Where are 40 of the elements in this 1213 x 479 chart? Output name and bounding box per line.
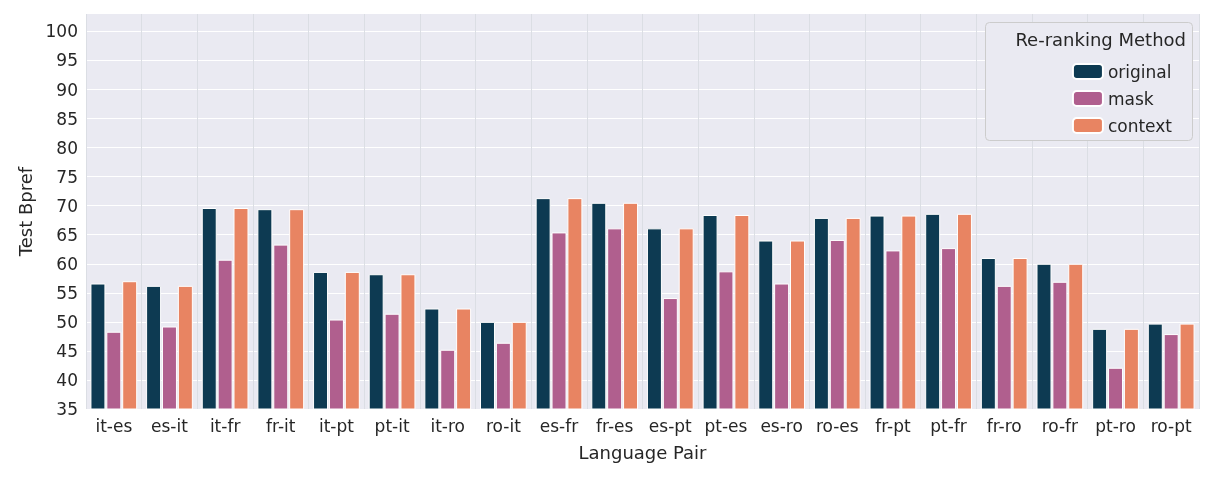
x-tick-label: ro-fr xyxy=(1041,415,1079,436)
y-tick-label: 90 xyxy=(56,79,78,100)
x-tick-label: it-pt xyxy=(318,415,355,436)
x-tick-label: es-fr xyxy=(539,415,579,436)
y-tick-label: 95 xyxy=(56,50,78,71)
y-tick-label: 45 xyxy=(56,340,78,361)
x-tick-label: ro-it xyxy=(485,415,522,436)
x-axis-title: Language Pair xyxy=(578,441,708,463)
legend-title: Re-ranking Method xyxy=(1015,28,1187,50)
x-tick-label: pt-fr xyxy=(930,415,967,436)
y-tick-label: 70 xyxy=(56,195,78,216)
y-tick-label: 85 xyxy=(56,108,78,129)
x-tick-label: ro-es xyxy=(815,415,859,436)
x-tick-label: fr-es xyxy=(596,415,634,436)
y-tick-label: 60 xyxy=(56,253,78,274)
x-tick-label: it-fr xyxy=(209,415,241,436)
y-axis-title: Test Bpref xyxy=(15,166,37,258)
y-tick-label: 65 xyxy=(56,224,78,245)
x-tick-label: ro-pt xyxy=(1150,415,1192,436)
x-tick-label: it-es xyxy=(95,415,133,436)
x-tick-label: fr-ro xyxy=(986,415,1022,436)
x-tick-label: es-pt xyxy=(648,415,693,436)
legend-label: mask xyxy=(1107,88,1154,109)
y-tick-label: 80 xyxy=(56,137,78,158)
x-tick-label: es-ro xyxy=(760,415,803,436)
y-tick-label: 55 xyxy=(56,282,78,303)
y-tick-label: 40 xyxy=(56,369,78,390)
x-tick-label: es-it xyxy=(151,415,189,436)
x-tick-label: pt-es xyxy=(704,415,748,436)
x-tick-label: pt-ro xyxy=(1095,415,1136,436)
y-tick-label: 50 xyxy=(56,311,78,332)
x-tick-label: pt-it xyxy=(374,415,410,436)
x-tick-label: it-ro xyxy=(430,415,465,436)
y-tick-label: 75 xyxy=(56,166,78,187)
legend-label: original xyxy=(1107,61,1172,82)
x-tick-label: fr-pt xyxy=(875,415,911,436)
x-tick-label: fr-it xyxy=(266,415,296,436)
legend-label: context xyxy=(1107,115,1173,136)
y-tick-label: 100 xyxy=(45,21,78,42)
y-tick-label: 35 xyxy=(56,399,78,419)
